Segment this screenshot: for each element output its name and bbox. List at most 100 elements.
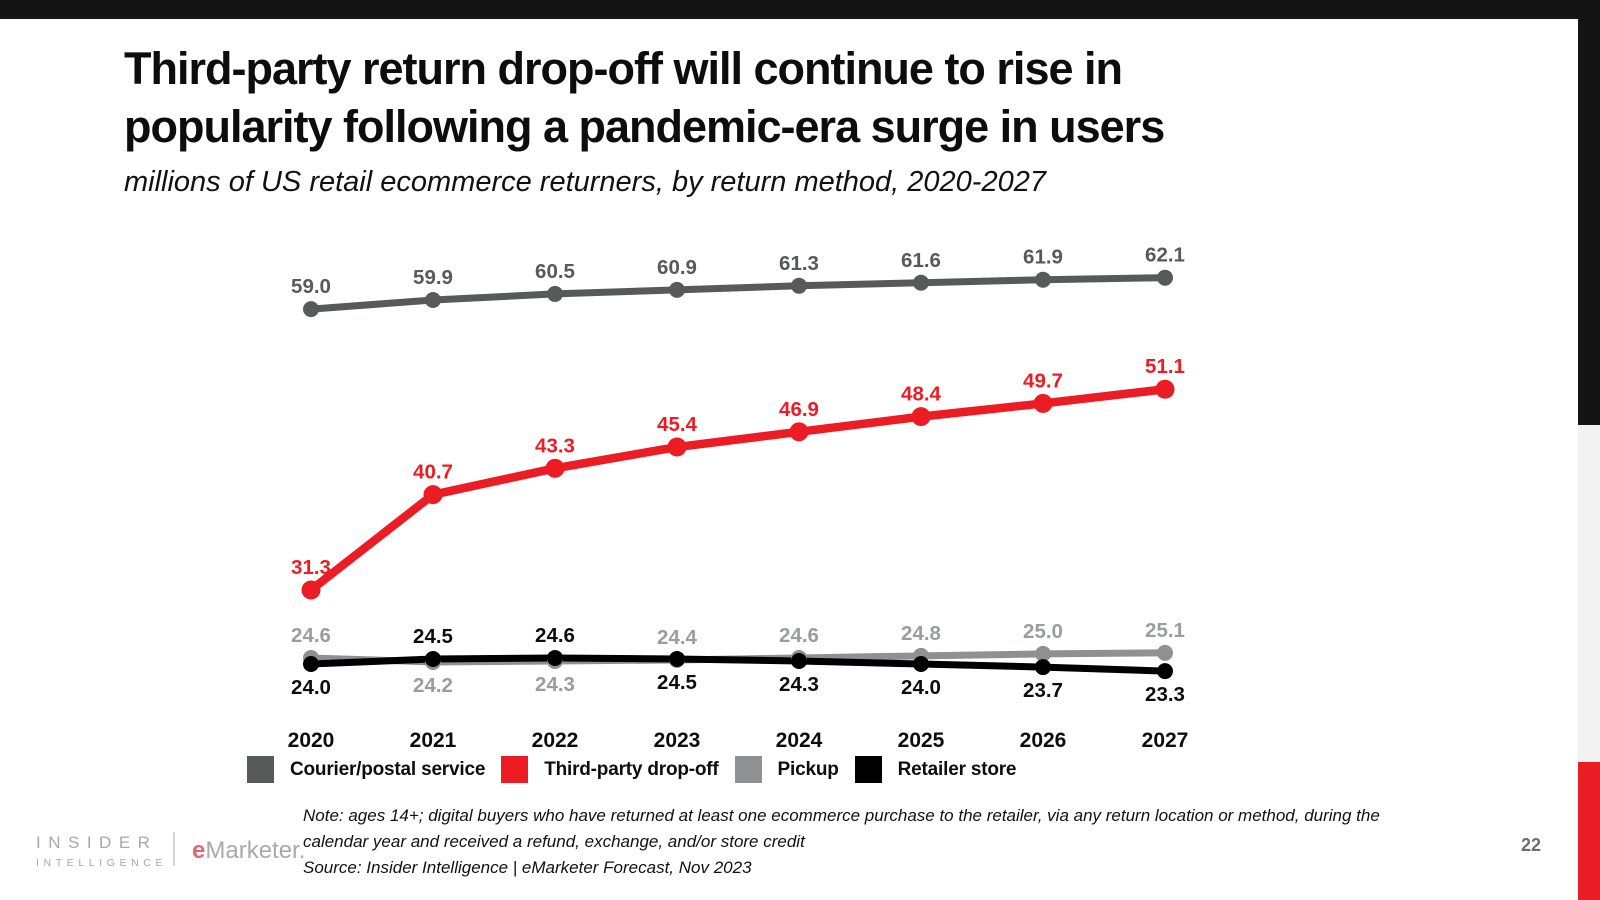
data-point-label-courier-postal-service: 59.0 <box>291 275 331 298</box>
legend-label-courier-postal-service: Courier/postal service <box>290 758 486 780</box>
data-point-label-pickup: 24.8 <box>901 622 941 645</box>
page-title: Third-party return drop-off will continu… <box>124 40 1165 156</box>
data-point-label-pickup: 25.0 <box>1023 620 1063 643</box>
logo-divider <box>173 832 175 866</box>
data-point-label-third-party-drop-off: 48.4 <box>901 383 941 406</box>
series-line-courier-postal-service <box>307 274 1169 313</box>
x-axis-label: 2027 <box>1142 729 1189 752</box>
top-accent-bar <box>0 0 1600 19</box>
data-point-third-party-drop-off <box>1155 379 1175 399</box>
data-point-label-courier-postal-service: 60.9 <box>657 256 697 279</box>
data-point-label-third-party-drop-off: 45.4 <box>657 413 697 436</box>
emarketer-logo-e: e <box>192 837 206 864</box>
source-line: Source: Insider Intelligence | eMarketer… <box>303 858 752 877</box>
data-point-label-retailer-store: 24.6 <box>535 624 575 647</box>
data-point-retailer-store <box>303 656 319 673</box>
data-point-retailer-store <box>1035 659 1051 676</box>
data-point-retailer-store <box>547 649 563 666</box>
page-subtitle: millions of US retail ecommerce returner… <box>124 166 1046 198</box>
data-point-label-pickup: 25.1 <box>1145 619 1185 642</box>
data-point-label-retailer-store: 24.0 <box>901 676 941 699</box>
data-point-courier-postal-service <box>425 291 441 308</box>
data-point-label-pickup: 24.6 <box>779 624 819 647</box>
emarketer-logo: eMarketer. <box>192 837 305 865</box>
data-point-third-party-drop-off <box>667 437 687 457</box>
logo-insider-word: INSIDER <box>36 833 158 852</box>
data-point-label-third-party-drop-off: 40.7 <box>413 461 453 484</box>
data-point-label-courier-postal-service: 59.9 <box>413 266 453 289</box>
data-point-courier-postal-service <box>791 277 807 294</box>
x-axis-label: 2023 <box>654 729 701 752</box>
data-point-third-party-drop-off <box>789 422 809 442</box>
legend-swatch-pickup <box>734 756 762 783</box>
data-point-label-third-party-drop-off: 49.7 <box>1023 369 1063 392</box>
data-point-third-party-drop-off <box>545 458 565 478</box>
data-point-label-third-party-drop-off: 46.9 <box>779 398 819 421</box>
series-line-retailer-store <box>307 654 1169 675</box>
data-point-retailer-store <box>425 650 441 667</box>
data-point-courier-postal-service <box>913 274 929 291</box>
note-line-1: Note: ages 14+; digital buyers who have … <box>303 806 1380 825</box>
right-rail-black <box>1578 0 1600 425</box>
data-point-label-third-party-drop-off: 43.3 <box>535 434 575 457</box>
emarketer-logo-rest: Marketer. <box>205 837 306 864</box>
chart-legend: Courier/postal service Third-party drop-o… <box>247 756 1016 783</box>
x-axis-label: 2025 <box>898 729 945 752</box>
data-point-label-retailer-store: 24.5 <box>657 671 697 694</box>
data-point-courier-postal-service <box>1035 271 1051 288</box>
data-point-label-retailer-store: 23.3 <box>1145 683 1185 706</box>
page-title-line-1: Third-party return drop-off will continu… <box>124 43 1123 94</box>
chart-note: Note: ages 14+; digital buyers who have … <box>303 803 1380 881</box>
page-number: 22 <box>1521 835 1542 855</box>
legend-swatch-third-party-drop-off <box>501 756 529 783</box>
data-point-label-pickup: 24.3 <box>535 673 575 696</box>
data-point-label-pickup: 24.6 <box>291 624 331 647</box>
page-title-line-2: popularity following a pandemic-era surg… <box>124 101 1165 152</box>
legend-item-retailer-store: Retailer store <box>854 756 1017 783</box>
right-rail-gray <box>1578 425 1600 762</box>
x-axis-label: 2021 <box>410 729 457 752</box>
data-point-retailer-store <box>913 656 929 673</box>
data-point-pickup <box>1035 645 1051 662</box>
x-axis-label: 2022 <box>532 729 579 752</box>
data-point-retailer-store <box>791 652 807 669</box>
data-point-label-retailer-store: 24.5 <box>413 625 453 648</box>
data-point-label-pickup: 24.2 <box>413 674 453 697</box>
data-point-label-courier-postal-service: 62.1 <box>1145 244 1185 267</box>
legend-label-retailer-store: Retailer store <box>897 758 1017 780</box>
data-point-label-third-party-drop-off: 31.3 <box>291 556 331 579</box>
x-axis-label: 2024 <box>776 729 823 752</box>
data-point-label-courier-postal-service: 60.5 <box>535 260 575 283</box>
series-line-third-party-drop-off <box>306 384 1170 595</box>
logo-intelligence-word: INTELLIGENCE <box>36 857 168 869</box>
legend-swatch-retailer-store <box>854 756 882 783</box>
right-rail-red <box>1578 762 1600 900</box>
data-point-third-party-drop-off <box>911 407 931 427</box>
data-point-third-party-drop-off <box>423 485 443 505</box>
data-point-label-courier-postal-service: 61.6 <box>901 249 941 272</box>
data-point-courier-postal-service <box>303 301 319 318</box>
x-axis-label: 2020 <box>288 729 335 752</box>
data-point-label-retailer-store: 24.0 <box>291 676 331 699</box>
legend-label-pickup: Pickup <box>777 758 839 780</box>
data-point-label-courier-postal-service: 61.3 <box>779 252 819 275</box>
data-point-label-third-party-drop-off: 51.1 <box>1145 355 1185 378</box>
data-point-label-retailer-store: 24.3 <box>779 673 819 696</box>
legend-item-pickup: Pickup <box>734 756 839 783</box>
data-point-third-party-drop-off <box>301 580 321 600</box>
data-point-label-pickup: 24.4 <box>657 626 697 649</box>
legend-label-third-party-drop-off: Third-party drop-off <box>544 758 719 780</box>
data-point-courier-postal-service <box>669 281 685 298</box>
data-point-third-party-drop-off <box>1033 393 1053 413</box>
data-point-label-retailer-store: 23.7 <box>1023 679 1063 702</box>
legend-item-third-party-drop-off: Third-party drop-off <box>501 756 719 783</box>
data-point-courier-postal-service <box>547 285 563 302</box>
note-line-2: calendar year and received a refund, exc… <box>303 832 805 851</box>
data-point-courier-postal-service <box>1157 269 1173 286</box>
x-axis-label: 2026 <box>1020 729 1067 752</box>
legend-swatch-courier-postal-service <box>247 756 274 783</box>
legend-item-courier-postal-service: Courier/postal service <box>247 756 485 783</box>
data-point-retailer-store <box>669 650 685 667</box>
